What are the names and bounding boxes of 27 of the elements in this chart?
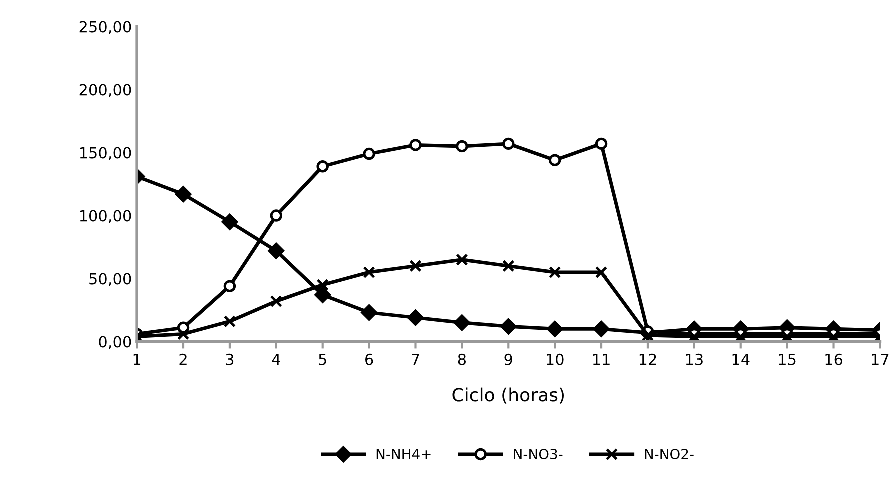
legend-label: N-NO3- [514,449,563,460]
x-tick-label: 6 [366,354,374,366]
x-tick-label: 12 [640,354,656,366]
y-tick-label: 250,00 [80,21,132,34]
y-tick-label: 0,00 [99,336,132,350]
y-tick-label: 150,00 [80,147,132,160]
x-tick-label: 1 [134,354,141,366]
legend-label: N-NH4+ [376,449,431,460]
x-tick-label: 5 [319,354,326,366]
x-tick-label: 16 [826,354,843,366]
x-tick-label: 2 [180,354,187,366]
x-tick-label: 17 [872,354,889,366]
x-tick-label: 4 [272,354,280,366]
x-tick-label: 13 [686,354,703,366]
x-axis-title: Ciclo (horas) [452,388,564,404]
x-tick-label: 11 [593,354,610,366]
x-tick-label: 8 [458,354,466,366]
x-tick-label: 3 [226,354,234,366]
x-tick-label: 15 [779,354,796,366]
y-tick-label: 100,00 [80,210,132,224]
x-tick-label: 10 [547,354,564,366]
legend-label: N-NO2- [645,449,694,460]
x-tick-label: 9 [504,354,512,366]
y-tick-label: 50,00 [90,273,132,286]
x-tick-label: 14 [732,354,750,366]
y-tick-label: 200,00 [80,84,132,98]
x-tick-label: 7 [412,354,420,366]
